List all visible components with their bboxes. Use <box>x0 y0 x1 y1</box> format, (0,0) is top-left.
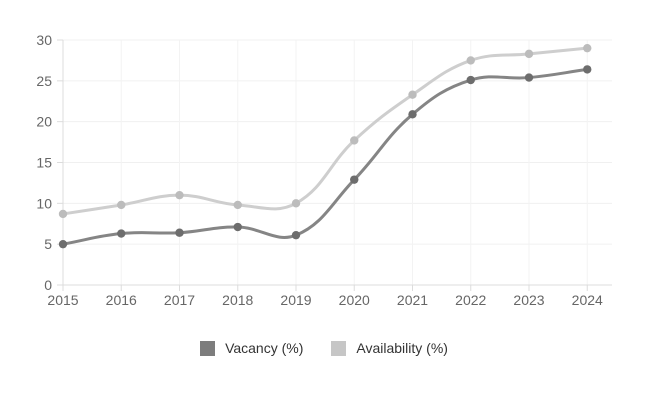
x-tick-label: 2024 <box>572 292 603 308</box>
data-point-vacancy[interactable] <box>58 239 68 249</box>
data-point-availability[interactable] <box>583 43 592 53</box>
data-point-availability[interactable] <box>117 200 126 210</box>
data-point-vacancy[interactable] <box>175 228 184 237</box>
x-tick-label: 2018 <box>222 292 253 308</box>
data-point-vacancy[interactable] <box>350 175 359 184</box>
legend-item-vacancy[interactable]: Vacancy (%) <box>200 341 303 356</box>
x-tick-label: 2016 <box>106 292 137 308</box>
data-point-availability[interactable] <box>175 190 184 200</box>
vacancy-legend-swatch <box>200 341 216 356</box>
data-point-availability[interactable] <box>291 199 301 208</box>
y-tick-label: 15 <box>36 155 52 171</box>
x-tick-label: 2022 <box>455 292 486 308</box>
x-tick-label: 2023 <box>513 292 544 308</box>
y-tick-label: 0 <box>44 277 52 293</box>
data-point-vacancy[interactable] <box>117 229 126 238</box>
data-point-vacancy[interactable] <box>233 222 242 232</box>
vacancy-legend-label: Vacancy (%) <box>225 340 304 356</box>
y-tick-label: 5 <box>44 236 52 252</box>
x-tick-label: 2017 <box>164 292 195 308</box>
x-tick-label: 2019 <box>280 292 311 308</box>
series-line-vacancy <box>61 67 589 246</box>
data-point-availability[interactable] <box>350 136 359 145</box>
data-point-availability[interactable] <box>58 209 68 219</box>
data-point-vacancy[interactable] <box>583 65 592 74</box>
chart-svg: 0 5 10 15 20 25 30 2015 2016 2017 2018 2019 2020 2021… <box>36 32 612 308</box>
data-point-vacancy[interactable] <box>408 110 417 119</box>
data-point-availability[interactable] <box>466 56 475 65</box>
x-tick-label: 2020 <box>339 292 370 308</box>
x-tick-label: 2015 <box>47 292 78 308</box>
y-tick-label: 20 <box>36 114 52 130</box>
x-tick-label: 2021 <box>397 292 428 308</box>
y-tick-label: 25 <box>36 73 52 89</box>
availability-legend-swatch <box>331 341 347 356</box>
chart-legend: Vacancy (%) Availability (%) <box>0 341 648 356</box>
data-point-availability[interactable] <box>233 200 242 210</box>
data-point-availability[interactable] <box>524 49 534 59</box>
y-tick-label: 30 <box>36 32 52 48</box>
data-point-availability[interactable] <box>408 90 417 99</box>
y-tick-label: 10 <box>36 195 52 211</box>
series-line-availability <box>61 46 589 216</box>
availability-legend-label: Availability (%) <box>356 340 448 356</box>
data-point-vacancy[interactable] <box>466 75 475 85</box>
data-point-vacancy[interactable] <box>291 230 301 240</box>
data-point-vacancy[interactable] <box>524 73 534 82</box>
legend-item-availability[interactable]: Availability (%) <box>331 341 448 356</box>
